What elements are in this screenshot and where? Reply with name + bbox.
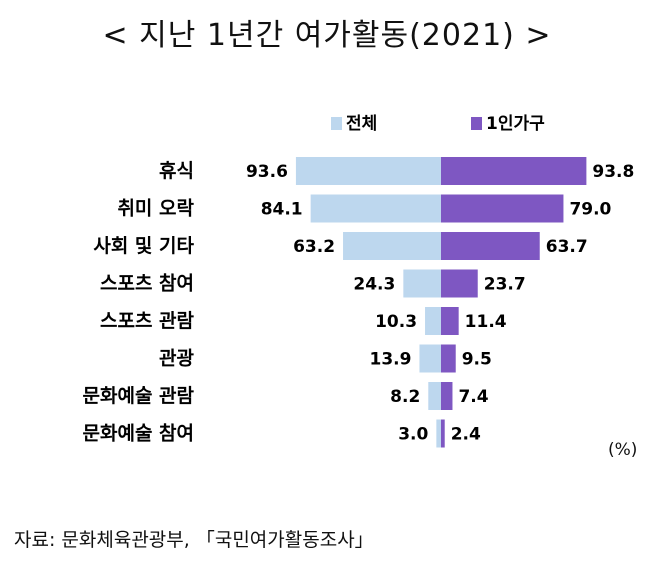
bar-single [441, 307, 459, 335]
bar-all [403, 269, 441, 298]
bar-single [441, 232, 540, 260]
value-label-single: 93.8 [592, 162, 634, 182]
legend-swatch-single [471, 117, 482, 130]
category-label: 사회 및 기타 [93, 235, 194, 257]
category-label: 관광 [159, 348, 194, 370]
category-label: 스포츠 참여 [100, 273, 194, 295]
bar-all [310, 194, 441, 223]
value-label-single: 23.7 [484, 275, 526, 295]
value-label-single: 9.5 [462, 350, 492, 370]
bar-single [441, 194, 564, 223]
value-label-single: 79.0 [569, 200, 611, 220]
value-label-all: 10.3 [375, 312, 417, 332]
legend-label-single: 1인가구 [486, 114, 545, 134]
chart-title: < 지난 1년간 여가활동(2021) > [102, 18, 552, 53]
bar-all [425, 307, 441, 335]
value-label-single: 7.4 [458, 387, 488, 407]
bar-single [441, 344, 456, 373]
bar-all [436, 419, 441, 448]
legend: 전체 1인가구 [331, 114, 545, 134]
value-label-all: 24.3 [353, 275, 395, 295]
value-label-single: 63.7 [546, 237, 588, 257]
unit-label: (%) [608, 440, 638, 460]
value-label-single: 11.4 [465, 312, 507, 332]
bars: 휴식 93.6 93.8 취미 오락 84.1 79.0 사회 및 기타 63.2 63.7 스포… [83, 157, 634, 448]
legend-swatch-all [331, 117, 342, 130]
bar-all [428, 382, 441, 410]
category-label: 휴식 [159, 160, 194, 182]
value-label-all: 13.9 [370, 350, 412, 370]
value-label-all: 84.1 [261, 200, 303, 220]
bar-all [343, 232, 441, 260]
legend-label-all: 전체 [346, 114, 377, 134]
value-label-all: 3.0 [398, 425, 428, 445]
bar-single [441, 157, 587, 185]
bar-single [441, 382, 453, 410]
value-label-all: 63.2 [293, 237, 335, 257]
bar-all [295, 157, 441, 185]
value-label-all: 8.2 [390, 387, 420, 407]
source-note: 자료: 문화체육관광부, 「국민여가활동조사」 [14, 529, 374, 551]
category-label: 문화예술 참여 [83, 423, 195, 445]
bar-single [441, 269, 478, 298]
category-label: 문화예술 관람 [83, 385, 195, 407]
value-label-all: 93.6 [246, 162, 288, 182]
category-label: 취미 오락 [117, 198, 194, 220]
bar-single [441, 419, 445, 448]
value-label-single: 2.4 [451, 425, 481, 445]
bar-all [419, 344, 441, 373]
category-label: 스포츠 관람 [100, 310, 195, 332]
butterfly-bar-chart: 전체 1인가구 휴식 93.6 93.8 취미 오락 84.1 79.0 사회 및 기타 63.… [83, 114, 634, 448]
